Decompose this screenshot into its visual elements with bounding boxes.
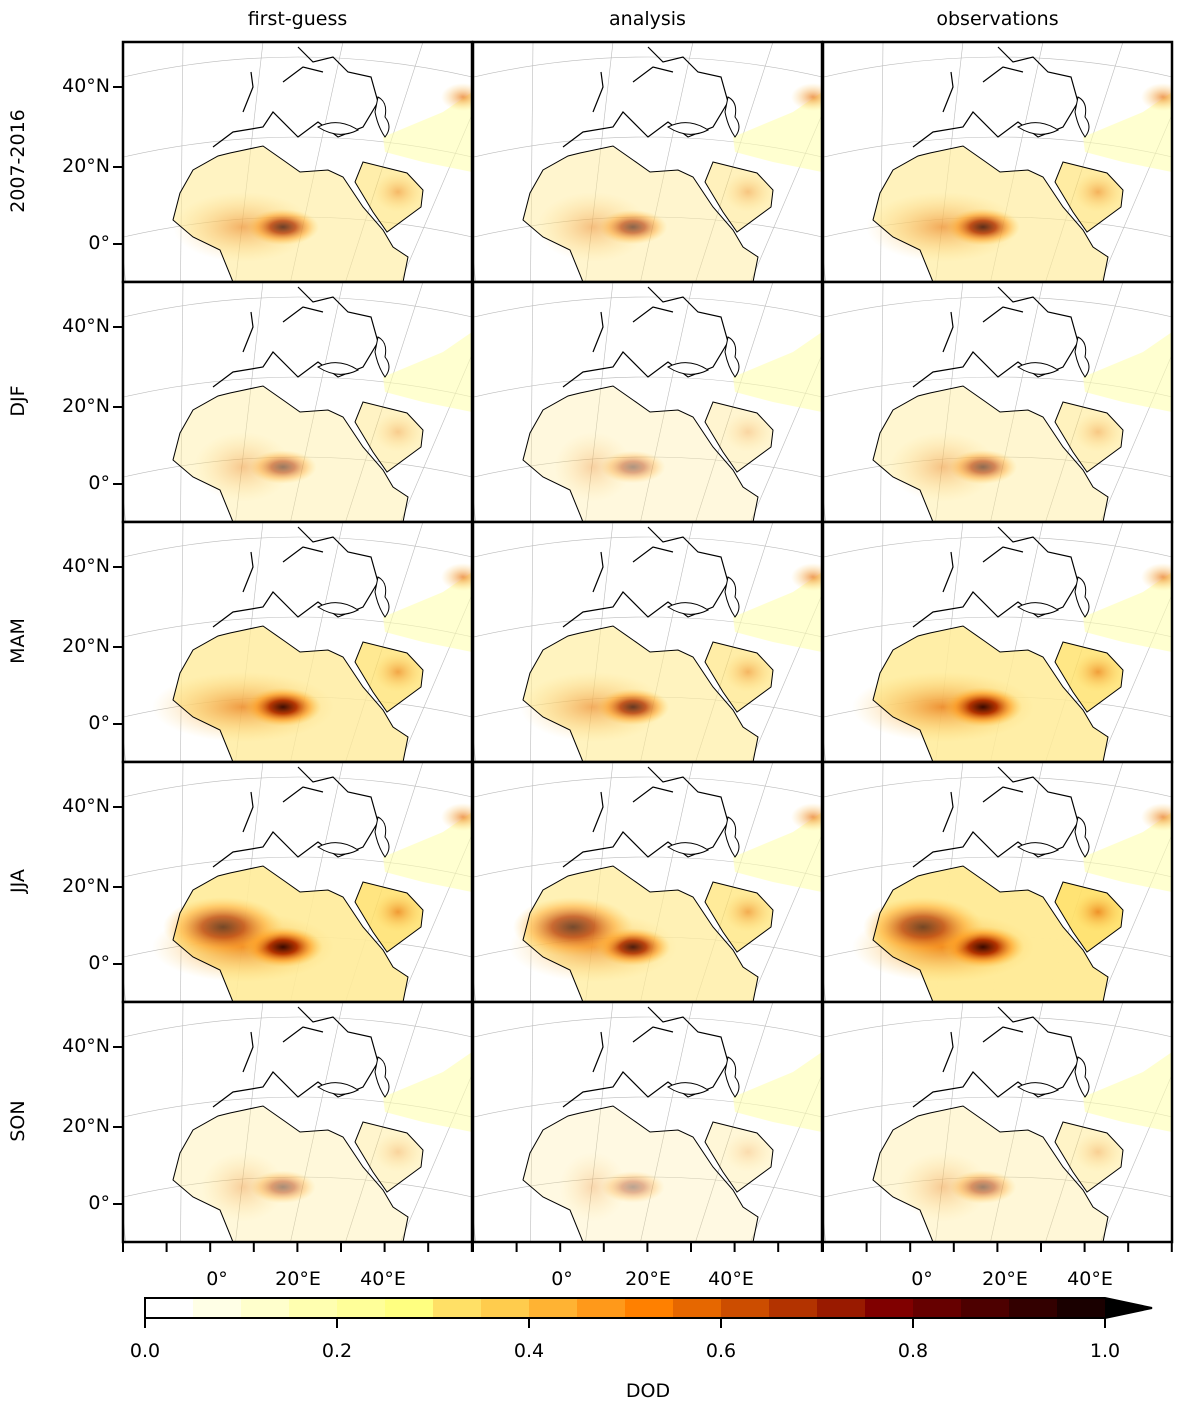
colorbar-tick-label: 0.8 xyxy=(897,1340,929,1362)
column-title-first-guess: first-guess xyxy=(247,8,348,30)
y-tick-label: 20°N xyxy=(62,1115,110,1137)
map-panel-annual-analysis xyxy=(471,40,824,284)
map-panel-son-first-guess xyxy=(121,1000,474,1244)
map-panel-annual-first-guess xyxy=(121,40,474,284)
colorbar-bin xyxy=(145,1298,194,1318)
map-panel-jja-analysis xyxy=(471,760,824,1004)
colorbar-outline xyxy=(144,1297,1153,1319)
colorbar-bin xyxy=(913,1298,962,1318)
y-tick-label: 40°N xyxy=(62,1035,110,1057)
colorbar-extend-arrow xyxy=(1105,1298,1152,1318)
y-tick-label: 40°N xyxy=(62,75,110,97)
y-tick-label: 20°N xyxy=(62,635,110,657)
map-panel-djf-analysis xyxy=(471,280,824,524)
colorbar-bin xyxy=(961,1298,1010,1318)
column-title-observations: observations xyxy=(936,8,1059,30)
map-panel-djf-first-guess xyxy=(121,280,474,524)
y-tick-label: 0° xyxy=(88,712,110,734)
map-panel-jja-first-guess xyxy=(121,760,474,1004)
colorbar-bin xyxy=(481,1298,530,1318)
colorbar-bin xyxy=(337,1298,386,1318)
colorbar-bin xyxy=(529,1298,578,1318)
map-panel-son-observations xyxy=(821,1000,1174,1244)
colorbar-bin xyxy=(1057,1298,1106,1318)
colorbar-tick-label: 0.2 xyxy=(321,1340,353,1362)
y-tick-label: 0° xyxy=(88,1192,110,1214)
y-tick-label: 40°N xyxy=(62,555,110,577)
colorbar-bin xyxy=(1009,1298,1058,1318)
colorbar-bin xyxy=(241,1298,290,1318)
colorbar-bin xyxy=(625,1298,674,1318)
map-panel-mam-analysis xyxy=(471,520,824,764)
map-panel-jja-observations xyxy=(821,760,1174,1004)
colorbar-label: DOD xyxy=(625,1380,671,1402)
colorbar-bin xyxy=(577,1298,626,1318)
x-tick-label: 20°E xyxy=(625,1268,671,1290)
y-tick-label: 0° xyxy=(88,472,110,494)
map-panel-djf-observations xyxy=(821,280,1174,524)
x-tick-label: 0° xyxy=(911,1268,933,1290)
x-tick-label: 20°E xyxy=(982,1268,1028,1290)
colorbar-bin xyxy=(385,1298,434,1318)
colorbar-tick-label: 0.4 xyxy=(513,1340,545,1362)
y-tick-label: 20°N xyxy=(62,875,110,897)
map-panel-mam-first-guess xyxy=(121,520,474,764)
column-title-analysis: analysis xyxy=(609,8,686,30)
y-tick-label: 40°N xyxy=(62,795,110,817)
map-panel-son-analysis xyxy=(471,1000,824,1244)
y-tick-label: 20°N xyxy=(62,395,110,417)
colorbar-tick-label: 0.0 xyxy=(129,1340,161,1362)
colorbar-bin xyxy=(769,1298,818,1318)
map-panel-annual-observations xyxy=(821,40,1174,284)
x-tick-label: 20°E xyxy=(275,1268,321,1290)
colorbar-bin xyxy=(433,1298,482,1318)
x-tick-label: 0° xyxy=(551,1268,573,1290)
colorbar-tick-label: 0.6 xyxy=(705,1340,737,1362)
colorbar-bin xyxy=(289,1298,338,1318)
y-tick-label: 40°N xyxy=(62,315,110,337)
y-tick-label: 0° xyxy=(88,232,110,254)
y-tick-label: 20°N xyxy=(62,155,110,177)
colorbar-bin xyxy=(865,1298,914,1318)
x-tick-label: 40°E xyxy=(708,1268,754,1290)
colorbar-bin xyxy=(817,1298,866,1318)
colorbar-tick-label: 1.0 xyxy=(1089,1340,1121,1362)
x-tick-label: 40°E xyxy=(1067,1268,1113,1290)
colorbar-bin xyxy=(721,1298,770,1318)
map-panel-mam-observations xyxy=(821,520,1174,764)
y-tick-label: 0° xyxy=(88,952,110,974)
colorbar-bin xyxy=(673,1298,722,1318)
x-tick-label: 40°E xyxy=(360,1268,406,1290)
x-tick-label: 0° xyxy=(206,1268,228,1290)
colorbar-bin xyxy=(193,1298,242,1318)
